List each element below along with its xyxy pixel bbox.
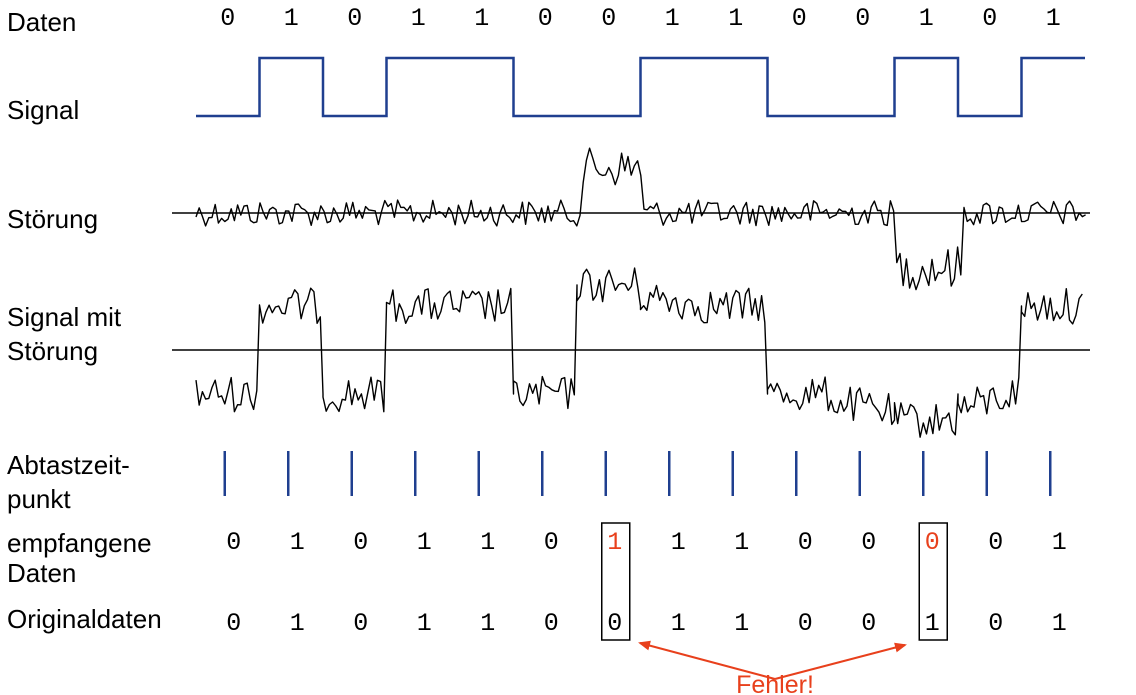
original-bit-4: 1 (480, 609, 495, 638)
error-arrow-right (774, 642, 907, 680)
original-bit-11: 1 (925, 609, 940, 638)
original-bit-6: 0 (607, 609, 622, 638)
original-bit-10: 0 (861, 609, 876, 638)
received-bit-9: 0 (798, 528, 813, 557)
error-box-1 (918, 522, 948, 641)
label-empfangene-daten-line1: empfangene (7, 528, 152, 558)
data-bit-8: 1 (728, 4, 743, 33)
label-signal: Signal (7, 95, 80, 125)
original-bit-9: 0 (798, 609, 813, 638)
error-box-0 (601, 522, 631, 641)
data-bit-6: 0 (601, 4, 616, 33)
received-bit-11: 0 (925, 528, 940, 557)
data-bit-10: 0 (855, 4, 870, 33)
error-highlight-boxes (601, 522, 948, 641)
label-daten: Daten (7, 7, 77, 37)
label-originaldaten: Originaldaten (7, 604, 162, 634)
data-bit-1: 1 (284, 4, 299, 33)
received-bit-10: 0 (861, 528, 876, 557)
data-bit-9: 0 (792, 4, 807, 33)
data-bit-0: 0 (220, 4, 235, 33)
sampling-marks (223, 451, 1052, 496)
data-bit-3: 1 (411, 4, 426, 33)
data-bit-11: 1 (919, 4, 934, 33)
noisy-signal-waveform (195, 267, 1083, 438)
received-bit-7: 1 (671, 528, 686, 557)
original-bit-8: 1 (734, 609, 749, 638)
label-empfangene-daten-line2: Daten (7, 558, 77, 588)
data-bit-7: 1 (665, 4, 680, 33)
original-bits-row: 0 1 0 1 1 0 0 1 1 0 0 1 0 1 (226, 609, 1067, 638)
signal-waveform (196, 56, 1085, 118)
original-bit-5: 0 (544, 609, 559, 638)
data-bit-2: 0 (347, 4, 362, 33)
received-bit-13: 1 (1052, 528, 1067, 557)
received-bits-row: 0 1 0 1 1 0 1 1 1 0 0 0 0 1 (226, 528, 1067, 557)
original-bit-12: 0 (988, 609, 1003, 638)
error-label: Fehler! (736, 671, 814, 695)
received-bit-1: 1 (290, 528, 305, 557)
original-bit-2: 0 (353, 609, 368, 638)
data-bit-5: 0 (538, 4, 553, 33)
data-bit-4: 1 (474, 4, 489, 33)
received-bit-2: 0 (353, 528, 368, 557)
label-signal-mit-stoerung-line1: Signal mit (7, 302, 122, 332)
data-bit-12: 0 (982, 4, 997, 33)
received-bit-8: 1 (734, 528, 749, 557)
data-bit-13: 1 (1046, 4, 1061, 33)
original-bit-13: 1 (1052, 609, 1067, 638)
received-bit-6: 1 (607, 528, 622, 557)
disturbance-waveform (195, 147, 1086, 291)
received-bit-12: 0 (988, 528, 1003, 557)
received-bit-0: 0 (226, 528, 241, 557)
received-bit-5: 0 (544, 528, 559, 557)
label-abtastzeitpunkt-line2: punkt (7, 484, 71, 514)
original-bit-0: 0 (226, 609, 241, 638)
error-arrow-left (638, 640, 776, 680)
label-abtastzeitpunkt-line1: Abtastzeit- (7, 450, 130, 480)
label-signal-mit-stoerung-line2: Störung (7, 336, 99, 366)
received-bit-3: 1 (417, 528, 432, 557)
received-bit-4: 1 (480, 528, 495, 557)
original-bit-3: 1 (417, 609, 432, 638)
label-stoerung: Störung (7, 204, 99, 234)
original-bit-1: 1 (290, 609, 305, 638)
original-bit-7: 1 (671, 609, 686, 638)
data-bits-row: 0 1 0 1 1 0 0 1 1 0 0 1 0 1 (220, 4, 1061, 33)
